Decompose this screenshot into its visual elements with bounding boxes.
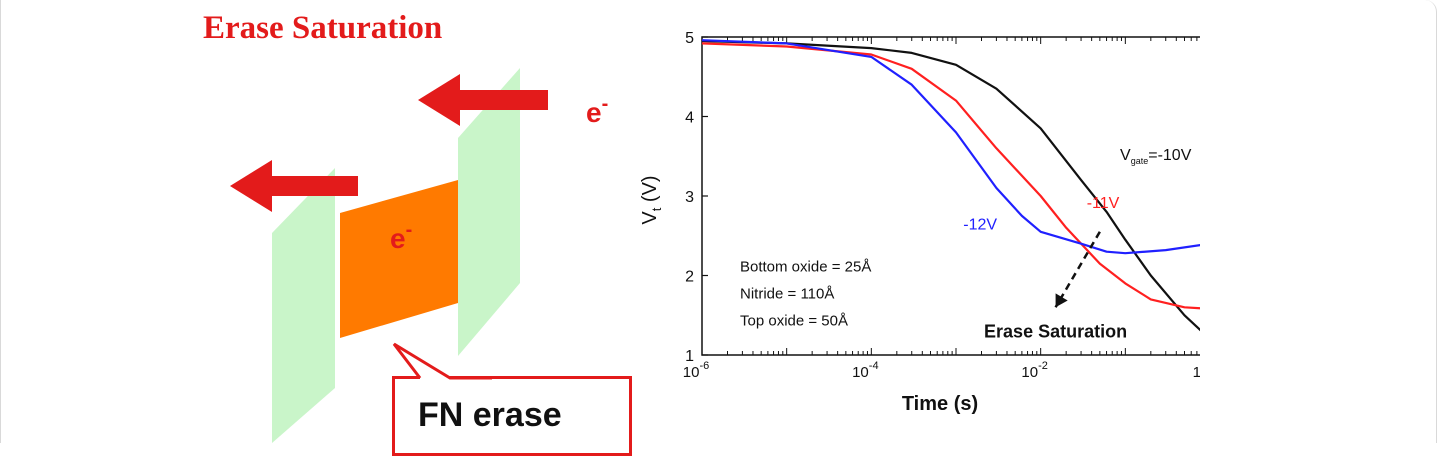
right-oxide-plane	[458, 68, 520, 356]
erase-saturation-label: Erase Saturation	[984, 322, 1127, 342]
series-line	[701, 39, 1200, 255]
series-layer	[701, 39, 1200, 332]
series-label-vgate: Vgate=-10V	[1120, 147, 1192, 166]
series-label-12v: -12V	[963, 216, 997, 233]
plot-area	[701, 36, 1200, 356]
diagram-title: Erase Saturation	[203, 10, 443, 46]
y-tick-label: 5	[685, 30, 694, 47]
electron-label-top: e-	[586, 93, 608, 128]
nitride-trap-layer	[340, 180, 458, 338]
param-line: Top oxide = 50Å	[740, 313, 848, 330]
y-axis-ticks: 1 2 3 4 5	[685, 30, 708, 365]
x-tick-label: 10-2	[1021, 360, 1047, 381]
electron-arrow-left	[230, 160, 358, 212]
y-tick-label: 4	[685, 110, 694, 127]
x-axis-ticks: 10-6 10-4 10-2 100	[683, 37, 1200, 381]
series-line	[701, 42, 1200, 310]
erase-vt-chart: 1 2 3 4 5 10-6 10-4 10-2 100 Vgate=-10V -11V -12V…	[640, 30, 1200, 415]
series-label-11v: -11V	[1087, 195, 1120, 212]
y-tick-label: 2	[685, 269, 694, 286]
x-tick-label: 10-4	[852, 360, 878, 381]
fn-erase-label: FN erase	[418, 396, 562, 434]
x-tick-label: 100	[1193, 360, 1200, 381]
annotation-layer: Vgate=-10V -11V -12V Bottom oxide = 25Å Nitr…	[740, 147, 1192, 341]
y-tick-label: 1	[685, 348, 694, 365]
x-tick-label: 10-6	[683, 360, 709, 381]
saturation-arrow	[1054, 231, 1101, 308]
left-oxide-plane	[272, 168, 335, 443]
y-axis-label: Vt (V)	[640, 175, 664, 224]
param-line: Nitride = 110Å	[740, 286, 834, 303]
param-line: Bottom oxide = 25Å	[740, 259, 871, 276]
electron-arrow-top	[418, 74, 548, 126]
saturation-arrowhead	[1055, 293, 1068, 308]
energy-band-diagram: e- e-	[230, 68, 608, 443]
x-axis-label: Time (s)	[902, 393, 978, 415]
electron-label-trap: e-	[390, 219, 412, 254]
y-tick-label: 3	[685, 189, 694, 206]
series-line	[701, 39, 1200, 332]
callout-pointer	[392, 342, 492, 398]
